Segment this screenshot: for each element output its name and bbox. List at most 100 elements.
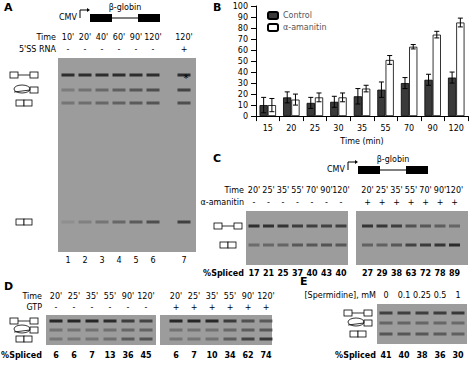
svg-text:-: -: [340, 198, 343, 207]
svg-text:35': 35': [206, 292, 218, 301]
svg-text:90': 90': [242, 292, 254, 301]
svg-text:CMV: CMV: [59, 13, 77, 22]
svg-text:+: +: [437, 198, 444, 207]
svg-text:30: 30: [452, 351, 464, 360]
svg-text:E: E: [300, 275, 308, 288]
svg-text:-: -: [152, 45, 155, 54]
svg-text:38: 38: [416, 351, 428, 360]
svg-text:40': 40': [96, 33, 108, 42]
svg-text:6: 6: [150, 256, 155, 265]
svg-text:6: 6: [173, 351, 179, 360]
svg-text:36: 36: [434, 351, 446, 360]
svg-text:+: +: [364, 198, 371, 207]
svg-text:120': 120': [144, 33, 161, 42]
svg-text:74: 74: [260, 351, 272, 360]
svg-text:89: 89: [449, 269, 461, 278]
svg-text:25: 25: [310, 124, 320, 133]
svg-text:120': 120': [175, 33, 192, 42]
svg-text:25': 25': [68, 292, 80, 301]
svg-text:%Spliced: %Spliced: [335, 351, 376, 360]
svg-text:7: 7: [191, 351, 197, 360]
svg-text:55': 55': [224, 292, 236, 301]
svg-text:35': 35': [86, 292, 98, 301]
svg-text:+: +: [181, 45, 188, 54]
svg-text:1: 1: [455, 291, 460, 300]
svg-text:70': 70': [306, 186, 318, 195]
svg-text:20': 20': [170, 292, 182, 301]
svg-text:55': 55': [405, 186, 417, 195]
svg-text:40: 40: [398, 351, 410, 360]
svg-text:20: 20: [238, 90, 248, 99]
svg-text:38: 38: [391, 269, 403, 278]
svg-text:90': 90': [122, 292, 134, 301]
svg-text:30: 30: [333, 124, 343, 133]
svg-text:*: *: [184, 73, 189, 84]
svg-text:27: 27: [362, 269, 373, 278]
svg-text:+: +: [408, 198, 415, 207]
svg-text:B: B: [213, 1, 221, 14]
svg-text:0: 0: [383, 291, 388, 300]
svg-text:+: +: [227, 303, 234, 312]
svg-text:β-globin: β-globin: [377, 155, 410, 164]
svg-text:40: 40: [335, 269, 347, 278]
svg-text:0: 0: [243, 112, 248, 121]
svg-text:20': 20': [50, 292, 62, 301]
svg-text:-: -: [267, 198, 270, 207]
svg-text:Time (min): Time (min): [339, 137, 383, 146]
svg-text:5: 5: [133, 256, 138, 265]
svg-text:+: +: [191, 303, 198, 312]
svg-text:6: 6: [71, 351, 77, 360]
svg-text:-: -: [325, 198, 328, 207]
svg-text:70: 70: [404, 124, 414, 133]
svg-text:35': 35': [277, 186, 289, 195]
svg-text:2: 2: [82, 256, 87, 265]
svg-text:GTP: GTP: [26, 303, 42, 312]
svg-text:90: 90: [238, 13, 248, 22]
svg-text:55: 55: [380, 124, 390, 133]
svg-text:78: 78: [434, 269, 446, 278]
svg-text:120': 120': [257, 292, 274, 301]
svg-text:[Spermidine], mM: [Spermidine], mM: [304, 291, 376, 300]
svg-text:7: 7: [89, 351, 95, 360]
svg-text:0.1: 0.1: [398, 291, 411, 300]
svg-text:-: -: [84, 45, 87, 54]
svg-text:90': 90': [434, 186, 446, 195]
svg-text:34: 34: [224, 351, 236, 360]
svg-text:3: 3: [99, 256, 104, 265]
svg-text:35: 35: [357, 124, 367, 133]
svg-text:β-globin: β-globin: [109, 3, 142, 12]
svg-text:55': 55': [291, 186, 303, 195]
svg-text:40: 40: [306, 269, 318, 278]
svg-text:25': 25': [376, 186, 388, 195]
svg-text:Time: Time: [35, 33, 56, 42]
svg-text:36: 36: [122, 351, 134, 360]
svg-text:α-amanitin: α-amanitin: [201, 198, 244, 207]
svg-text:-: -: [91, 303, 94, 312]
svg-text:D: D: [4, 280, 13, 293]
svg-text:120: 120: [449, 124, 464, 133]
svg-text:20': 20': [248, 186, 260, 195]
svg-text:%Spliced: %Spliced: [203, 269, 244, 278]
svg-text:+: +: [263, 303, 270, 312]
svg-text:5'SS RNA: 5'SS RNA: [19, 45, 57, 54]
svg-text:21: 21: [263, 269, 275, 278]
svg-text:0.5: 0.5: [434, 291, 447, 300]
svg-text:90: 90: [428, 124, 438, 133]
svg-text:30: 30: [238, 79, 248, 88]
svg-text:-: -: [296, 198, 299, 207]
svg-text:120': 120': [137, 292, 154, 301]
svg-text:29: 29: [376, 269, 388, 278]
svg-text:+: +: [209, 303, 216, 312]
svg-text:100: 100: [233, 2, 248, 11]
svg-text:25: 25: [277, 269, 289, 278]
svg-text:45: 45: [140, 351, 152, 360]
svg-text:41: 41: [380, 351, 392, 360]
svg-text:72: 72: [420, 269, 431, 278]
svg-text:-: -: [67, 45, 70, 54]
svg-text:120': 120': [332, 186, 349, 195]
svg-text:1: 1: [65, 256, 70, 265]
svg-text:13: 13: [104, 351, 115, 360]
svg-text:%Spliced: %Spliced: [1, 351, 42, 360]
svg-text:90': 90': [320, 186, 332, 195]
svg-text:+: +: [422, 198, 429, 207]
